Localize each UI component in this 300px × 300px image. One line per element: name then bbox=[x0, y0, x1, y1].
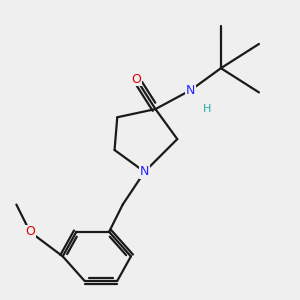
Text: O: O bbox=[25, 225, 35, 238]
Text: N: N bbox=[186, 83, 196, 97]
Text: H: H bbox=[203, 104, 212, 114]
Text: N: N bbox=[140, 165, 149, 178]
Text: O: O bbox=[131, 73, 141, 85]
